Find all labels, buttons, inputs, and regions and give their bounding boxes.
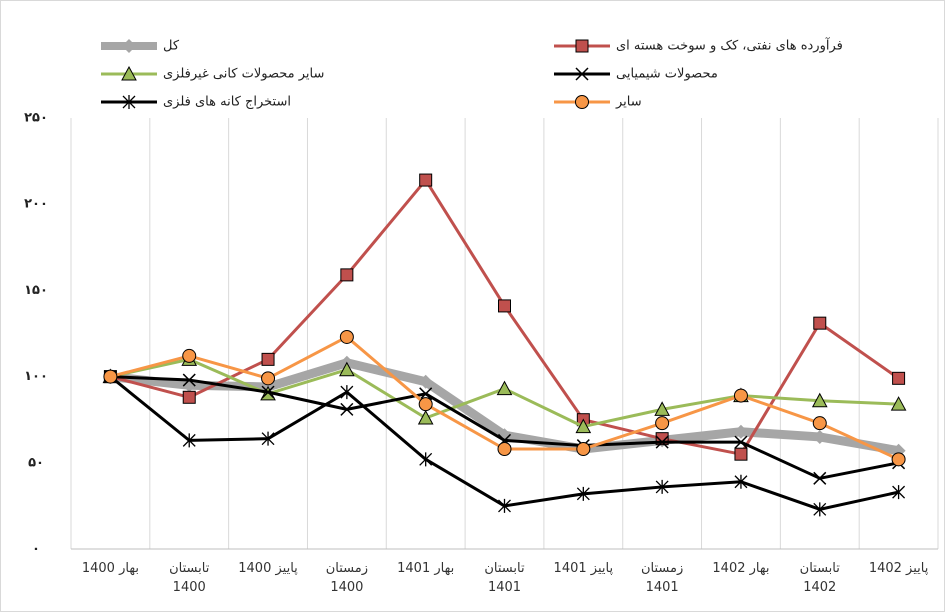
- x-tick-label: بهار 1402: [712, 561, 770, 576]
- legend-item: فرآورده های نفتی، کک و سوخت هسته ای: [554, 37, 843, 54]
- legend-label: سایر محصولات کانی غیرفلزی: [163, 67, 324, 82]
- legend-label: استخراج کانه های فلزی: [163, 95, 291, 110]
- y-tick-label: ۲۰۰: [24, 197, 48, 212]
- legend-item: سایر: [554, 95, 642, 110]
- legend-item: استخراج کانه های فلزی: [101, 95, 291, 110]
- marker: [417, 409, 434, 425]
- marker: [813, 502, 827, 517]
- x-tick-label: زمستان 1401: [640, 561, 684, 595]
- marker: [733, 388, 748, 403]
- marker: [655, 479, 669, 494]
- marker: [418, 374, 433, 389]
- marker: [261, 431, 275, 446]
- marker: [655, 435, 669, 449]
- legend-item: سایر محصولات کانی غیرفلزی: [101, 65, 324, 82]
- marker: [496, 380, 513, 396]
- marker: [733, 424, 748, 439]
- legend-label: محصولات شیمیایی: [616, 67, 718, 82]
- marker: [812, 416, 827, 431]
- marker: [654, 401, 670, 416]
- marker: [813, 471, 827, 485]
- marker: [734, 435, 748, 449]
- marker: [419, 387, 433, 401]
- legend-marker: [575, 67, 589, 81]
- marker: [419, 173, 433, 187]
- marker: [734, 474, 748, 489]
- marker: [261, 352, 275, 366]
- marker: [655, 416, 670, 431]
- marker: [890, 396, 907, 411]
- marker: [418, 397, 433, 412]
- marker: [261, 371, 276, 386]
- legend-marker: [121, 65, 137, 81]
- marker: [576, 486, 590, 501]
- marker: [734, 447, 748, 461]
- marker: [182, 348, 197, 363]
- marker: [498, 299, 511, 313]
- marker: [182, 373, 196, 387]
- y-tick-label: ۰: [32, 542, 40, 557]
- x-tick-label: تابستان 1400: [169, 561, 210, 595]
- legend-marker: [122, 39, 136, 53]
- marker: [340, 385, 354, 400]
- x-tick-label: تابستان 1402: [799, 561, 840, 595]
- legend-item: کل: [101, 39, 180, 54]
- legend-label: کل: [163, 39, 180, 54]
- marker: [891, 452, 906, 467]
- marker: [419, 452, 433, 467]
- series: [103, 329, 906, 467]
- y-tick-label: ۱۵۰: [24, 283, 48, 298]
- marker: [575, 418, 592, 434]
- x-tick-label: بهار 1400: [81, 561, 139, 576]
- marker: [340, 402, 354, 416]
- marker: [339, 329, 354, 344]
- marker: [497, 442, 512, 457]
- x-tick-label: پاییز 1400: [238, 561, 298, 576]
- marker: [261, 385, 275, 399]
- marker: [498, 498, 511, 513]
- x-tick-label: بهار 1401: [397, 561, 455, 576]
- marker: [339, 361, 355, 377]
- y-tick-label: ۵۰: [28, 455, 44, 470]
- y-tick-label: ۲۵۰: [24, 111, 48, 126]
- marker: [811, 392, 828, 408]
- marker: [182, 390, 196, 404]
- legend-marker: [122, 95, 136, 109]
- marker: [576, 442, 591, 457]
- marker: [892, 485, 906, 500]
- marker: [182, 433, 196, 448]
- x-tick-label: پاییز 1402: [868, 561, 929, 576]
- legend-marker: [575, 39, 589, 53]
- legend-label: فرآورده های نفتی، کک و سوخت هسته ای: [616, 37, 843, 54]
- x-tick-label: تابستان 1401: [484, 561, 525, 595]
- marker: [892, 371, 906, 385]
- marker: [813, 316, 827, 330]
- legend-label: سایر: [615, 95, 642, 110]
- y-tick-label: ۱۰۰: [24, 369, 48, 384]
- legend-item: محصولات شیمیایی: [554, 67, 718, 82]
- marker: [812, 429, 827, 444]
- x-tick-label: زمستان 1400: [325, 561, 368, 595]
- series: [103, 173, 906, 461]
- legend-marker: [575, 95, 589, 109]
- x-tick-label: پاییز 1401: [553, 561, 614, 576]
- marker: [340, 268, 354, 282]
- marker: [103, 369, 118, 384]
